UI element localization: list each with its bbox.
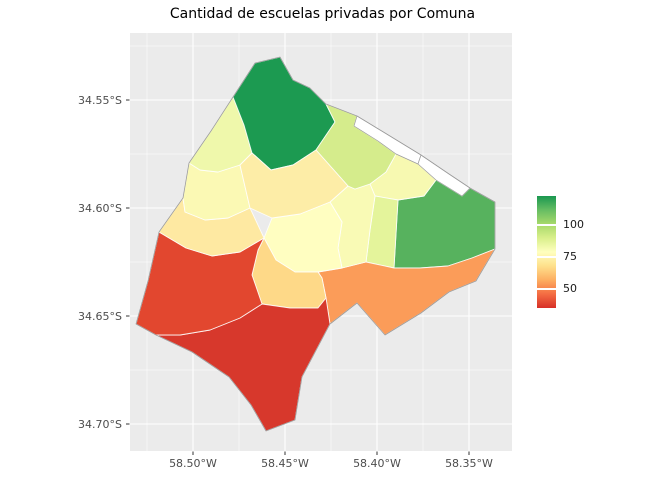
- y-tick-label: 34.55°S: [78, 94, 122, 107]
- legend-tick-label: 50: [563, 281, 577, 295]
- legend-tick-label: 100: [563, 218, 584, 232]
- x-tick-label: 58.40°W: [353, 457, 401, 470]
- region-comuna-15: [239, 149, 349, 219]
- city-outline: [135, 56, 496, 432]
- y-tick-label: 34.60°S: [78, 202, 122, 215]
- y-tick-label: 34.65°S: [78, 310, 122, 323]
- y-tick-label: 34.70°S: [78, 418, 122, 431]
- x-tick-label: 58.45°W: [261, 457, 309, 470]
- chart-title: Cantidad de escuelas privadas por Comuna: [169, 6, 476, 22]
- x-tick-label: 58.35°W: [445, 457, 493, 470]
- legend-gradient-bar: [537, 196, 556, 308]
- x-tick-label: 58.50°W: [169, 457, 217, 470]
- legend-tick-mark: [537, 256, 556, 258]
- legend-colorbar: 100 75 50: [537, 196, 607, 308]
- legend-tick-mark: [537, 288, 556, 290]
- legend-tick-mark: [537, 224, 556, 226]
- legend-tick-label: 75: [563, 250, 577, 264]
